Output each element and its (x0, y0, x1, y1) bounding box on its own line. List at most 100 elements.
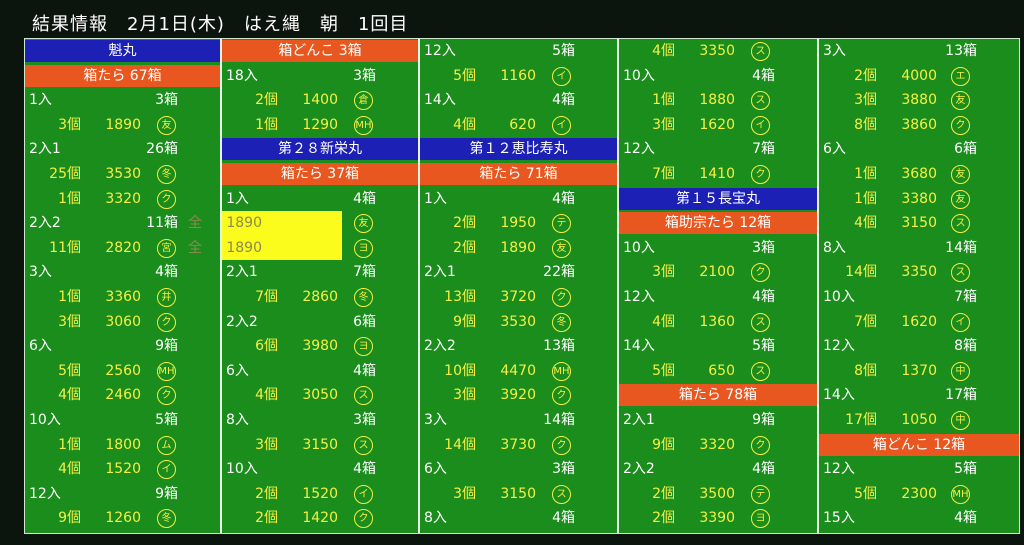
buyer-mark: イ (751, 115, 770, 135)
price: 1880 (699, 92, 735, 109)
price: 1890 (226, 215, 262, 232)
buyer-mark: MH (951, 484, 970, 504)
price: 1620 (699, 116, 735, 133)
lot-label: 14入 (823, 387, 855, 404)
price: 3350 (901, 264, 937, 281)
buyer-mark: ク (552, 386, 571, 406)
buyer-mark: MH (552, 361, 571, 381)
piece-count: 9個 (652, 436, 675, 453)
piece-count: 7個 (652, 166, 675, 182)
buyer-mark: ス (354, 435, 373, 455)
piece-count: 4個 (58, 461, 81, 478)
lot-label: 2入2 (623, 461, 655, 478)
box-count: 4箱 (552, 190, 575, 207)
lot-label: 2入1 (623, 412, 655, 428)
price: 1520 (302, 485, 338, 502)
piece-count: 2個 (453, 215, 476, 232)
box-count: 4箱 (155, 264, 178, 281)
piece-count: 1個 (58, 436, 81, 453)
piece-count: 全 (188, 215, 202, 232)
price: 1520 (105, 461, 141, 478)
buyer-mark: 中 (951, 411, 970, 430)
catch-banner: 箱たら 67箱 (25, 64, 220, 87)
lot-label: 12入 (623, 289, 655, 305)
lot-label: 10入 (623, 239, 655, 256)
buyer-mark: 友 (951, 189, 970, 209)
buyer-mark: ク (157, 312, 176, 332)
ship-banner: 第１５長宝丸 (619, 187, 817, 210)
price: 2560 (105, 362, 141, 379)
catch-banner: 箱たら 78箱 (619, 384, 817, 407)
price: 3060 (105, 313, 141, 330)
box-count: 7箱 (353, 264, 376, 281)
piece-count: 2個 (255, 485, 278, 502)
piece-count: 4個 (652, 43, 675, 59)
ship-banner: 魁丸 (25, 40, 220, 62)
box-count: 22箱 (543, 264, 575, 281)
piece-count: 1個 (58, 289, 81, 305)
piece-count: 5個 (453, 67, 476, 84)
buyer-mark: イ (951, 312, 970, 332)
lot-label: 10入 (623, 67, 655, 84)
piece-count: 7個 (255, 289, 278, 305)
lot-label: 3入 (823, 43, 846, 59)
price: 1620 (901, 313, 937, 330)
box-count: 9箱 (155, 485, 178, 502)
piece-count: 6個 (255, 338, 278, 355)
price: 1890 (105, 116, 141, 133)
price: 1360 (699, 313, 735, 330)
piece-count: 1個 (854, 190, 877, 207)
price: 3360 (105, 289, 141, 305)
column: 4個 3350 ス 10入 4箱 1個 1880 ス 3個 1620 イ 12入 7箱 7個 1410 ク第１… (619, 39, 819, 533)
piece-count: 25個 (49, 166, 81, 182)
price: 3530 (105, 166, 141, 182)
catch-banner: 箱どんこ 12箱 (819, 433, 1019, 456)
price: 3380 (901, 190, 937, 207)
lot-label: 10入 (226, 461, 258, 478)
piece-count: 3個 (652, 264, 675, 281)
piece-count: 5個 (854, 485, 877, 502)
piece-count: 10個 (444, 362, 476, 379)
box-count: 3箱 (155, 92, 178, 109)
price: 1410 (699, 166, 735, 182)
box-count: 4箱 (752, 289, 775, 305)
price: 3980 (302, 338, 338, 355)
buyer-mark: イ (157, 460, 176, 480)
lot-label: 15入 (823, 510, 855, 527)
box-count: 4箱 (954, 510, 977, 527)
box-count: 14箱 (945, 239, 977, 256)
ship-banner: 第１２恵比寿丸 (420, 138, 617, 161)
price: 3500 (699, 485, 735, 502)
buyer-mark: 冬 (552, 312, 571, 332)
buyer-mark: エ (951, 66, 970, 86)
box-count: 14箱 (543, 412, 575, 428)
lot-label: 12入 (623, 141, 655, 158)
catch-banner: 箱どんこ 3箱 (222, 40, 418, 62)
buyer-mark: ス (951, 214, 970, 234)
buyer-mark: 倉 (354, 91, 373, 111)
buyer-mark: ム (157, 435, 176, 455)
highlight: 全 1890 (188, 235, 342, 261)
buyer-mark: ク (751, 263, 770, 283)
buyer-mark: ク (157, 386, 176, 406)
lot-label: 1入 (29, 92, 52, 109)
lot-label: 12入 (424, 43, 456, 59)
lot-label: 2入1 (226, 264, 258, 281)
lot-label: 14入 (623, 338, 655, 355)
column: 12入 5箱 5個 1160 イ 14入 4箱 4個 620 イ第１２恵比寿丸 箱たら 71箱 1入 4… (420, 39, 619, 533)
piece-count: 14個 (845, 264, 877, 281)
piece-count: 1個 (652, 92, 675, 109)
price: 1950 (500, 215, 536, 232)
box-count: 4箱 (353, 190, 376, 207)
buyer-mark: ス (751, 361, 770, 381)
ship-banner: 第２８新栄丸 (222, 138, 418, 161)
buyer-mark: ヨ (354, 337, 373, 357)
piece-count: 1個 (255, 116, 278, 133)
highlight: 全 1890 (188, 211, 342, 236)
buyer-mark: MH (354, 115, 373, 135)
box-count: 6箱 (954, 141, 977, 158)
lot-label: 8入 (424, 510, 447, 527)
price: 1370 (901, 362, 937, 379)
price: 2820 (105, 239, 141, 256)
price: 3390 (699, 510, 735, 527)
